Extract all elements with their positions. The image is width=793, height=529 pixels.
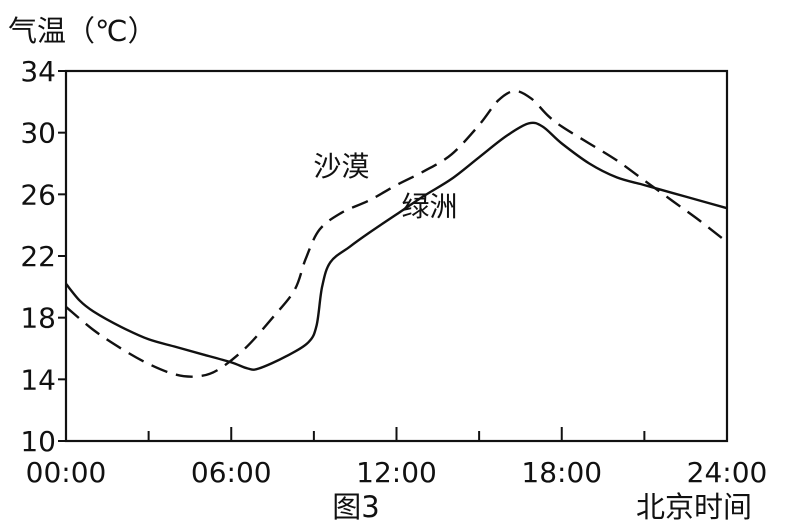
- oasis-series-line: [65, 121, 728, 371]
- y-tick-label: 34: [20, 55, 56, 88]
- x-tick-label: 00:00: [26, 456, 107, 489]
- series-label: 绿洲: [402, 190, 458, 223]
- y-tick-label: 18: [20, 302, 56, 335]
- series-label: 沙漠: [313, 150, 369, 183]
- desert-series-line: [65, 89, 728, 378]
- figure-caption: 图3: [332, 490, 380, 524]
- x-tick-label: 18:00: [521, 456, 602, 489]
- series-lines: [65, 89, 728, 378]
- y-tick-label: 26: [20, 178, 56, 211]
- y-tick-label: 30: [20, 117, 56, 150]
- axes: 10 14 18 22 26 30 34 00:00 06:00 12:00 18:00 24:00: [20, 55, 767, 489]
- y-tick-label: 14: [20, 363, 56, 396]
- x-tick-label: 12:00: [356, 456, 437, 489]
- y-tick-label: 10: [20, 425, 56, 458]
- x-axis-label: 北京时间: [636, 490, 753, 524]
- plot-frame: [64, 69, 729, 443]
- x-tick-label: 06:00: [191, 456, 272, 489]
- x-tick-label: 24:00: [687, 456, 768, 489]
- y-axis-label: 气温（℃）: [8, 14, 157, 48]
- y-tick-label: 22: [20, 240, 56, 273]
